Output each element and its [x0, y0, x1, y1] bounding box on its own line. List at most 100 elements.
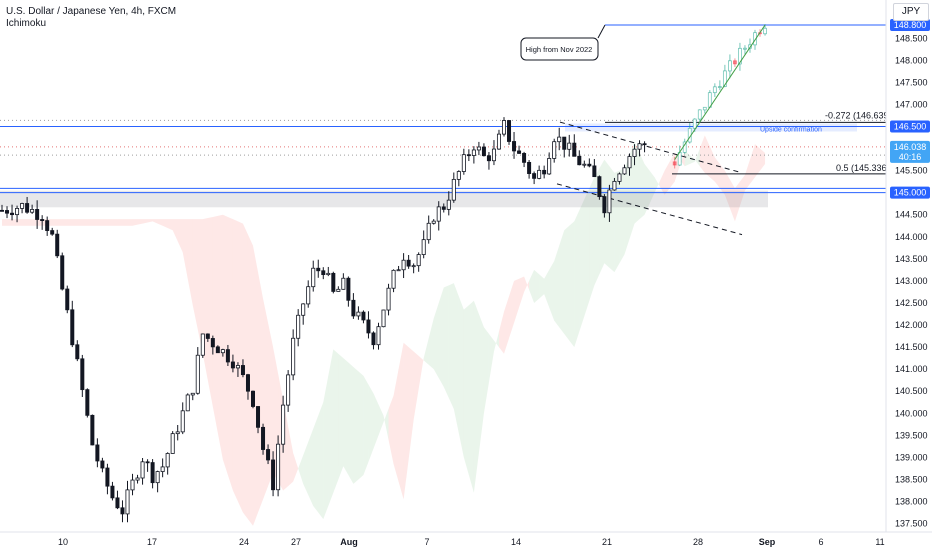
candle-up [220, 349, 225, 354]
candle [592, 159, 597, 178]
candle [276, 435, 281, 497]
cloud-segment-bearish [22, 219, 28, 226]
candle [356, 306, 361, 320]
candle [75, 340, 80, 362]
candle-up [170, 433, 175, 454]
projection-up [763, 27, 767, 35]
cloud-segment-bullish [368, 384, 374, 462]
candle [401, 253, 406, 279]
y-tick-label: 139.500 [895, 430, 928, 440]
candle [130, 473, 135, 496]
cloud-segment-bullish [544, 269, 550, 308]
cloud-segment-bullish [343, 358, 349, 476]
y-tick-label: 143.500 [895, 254, 928, 264]
candle [567, 134, 572, 157]
candle [336, 286, 341, 292]
candle [316, 259, 321, 278]
candle [60, 252, 65, 291]
cloud-segment-bearish [152, 219, 158, 224]
cloud-segment-bullish [624, 155, 630, 255]
cloud-segment-bullish [614, 170, 620, 273]
cloud-segment-bearish [32, 219, 38, 226]
candle [150, 459, 155, 489]
cloud-segment-bearish [182, 219, 188, 279]
candle [240, 359, 245, 378]
candle-down [642, 143, 647, 146]
support-zone [0, 190, 768, 208]
y-tick-label: 138.500 [895, 474, 928, 484]
candle-up [291, 337, 296, 376]
candle-down [466, 154, 471, 157]
cloud-segment-bearish [393, 369, 399, 482]
cloud-segment-bearish [142, 219, 148, 224]
candle-up [461, 154, 466, 172]
candle-up [175, 431, 180, 435]
candle-up [567, 142, 572, 150]
price-badge-label: 146.500 [894, 122, 927, 132]
cloud-segment-bearish [217, 214, 223, 460]
candle-up [326, 272, 331, 276]
candle-up [582, 163, 587, 166]
currency-button[interactable]: JPY [893, 3, 929, 21]
candle [627, 153, 632, 176]
cloud-segment-bearish [744, 159, 750, 191]
cloud-segment-bearish [237, 221, 243, 513]
projection-up [738, 47, 742, 65]
candle-down [80, 358, 85, 391]
cloud-segment-bullish [328, 349, 334, 506]
candle-down [0, 209, 4, 212]
candle-down [60, 255, 65, 290]
candle-down [592, 165, 597, 178]
candle [25, 196, 30, 214]
candle-up [185, 394, 190, 412]
candle [230, 354, 235, 373]
candle-down [532, 173, 537, 179]
candle [542, 165, 547, 179]
candle [552, 138, 557, 163]
cloud-segment-bullish [644, 164, 650, 215]
cloud-segment-bearish [504, 296, 510, 354]
candle [286, 370, 291, 412]
candle [456, 170, 461, 187]
candle [10, 204, 15, 221]
candle [461, 148, 466, 175]
projection-up [717, 86, 722, 88]
candle [140, 457, 145, 485]
candle-down [70, 309, 75, 346]
candle-up [622, 167, 627, 175]
candle [5, 206, 10, 219]
candle-down [542, 169, 547, 175]
candle [547, 152, 552, 175]
projection-candle [738, 42, 742, 71]
cloud-segment-bearish [157, 219, 163, 226]
cloud-segment-bearish [729, 179, 735, 222]
projection-trend-line [674, 24, 766, 160]
cloud-segment-bearish [112, 219, 118, 226]
candle [30, 204, 35, 214]
candle [612, 177, 617, 191]
candle [491, 140, 496, 166]
candle [406, 255, 411, 269]
candle [501, 117, 506, 137]
candle-down [40, 219, 45, 222]
price-badge [890, 140, 930, 163]
candle [376, 322, 381, 350]
candle-up [476, 146, 481, 151]
projection-candle [697, 109, 702, 123]
candle [306, 280, 311, 308]
cloud-segment-bullish [639, 152, 645, 220]
cloud-segment-bearish [97, 219, 103, 226]
cloud-segment-bullish [323, 375, 329, 520]
candle-up [537, 169, 542, 179]
chart-legend: U.S. Dollar / Japanese Yen, 4h, FXCM Ich… [6, 6, 176, 30]
cloud-segment-bearish [519, 276, 525, 308]
ichimoku-cloud [2, 135, 766, 526]
cloud-segment-bearish [679, 150, 685, 167]
candle-down [517, 150, 522, 154]
cloud-segment-bearish [202, 218, 208, 381]
cloud-segment-bearish [258, 272, 264, 513]
x-tick-label: 28 [693, 537, 703, 547]
candle [311, 260, 316, 292]
